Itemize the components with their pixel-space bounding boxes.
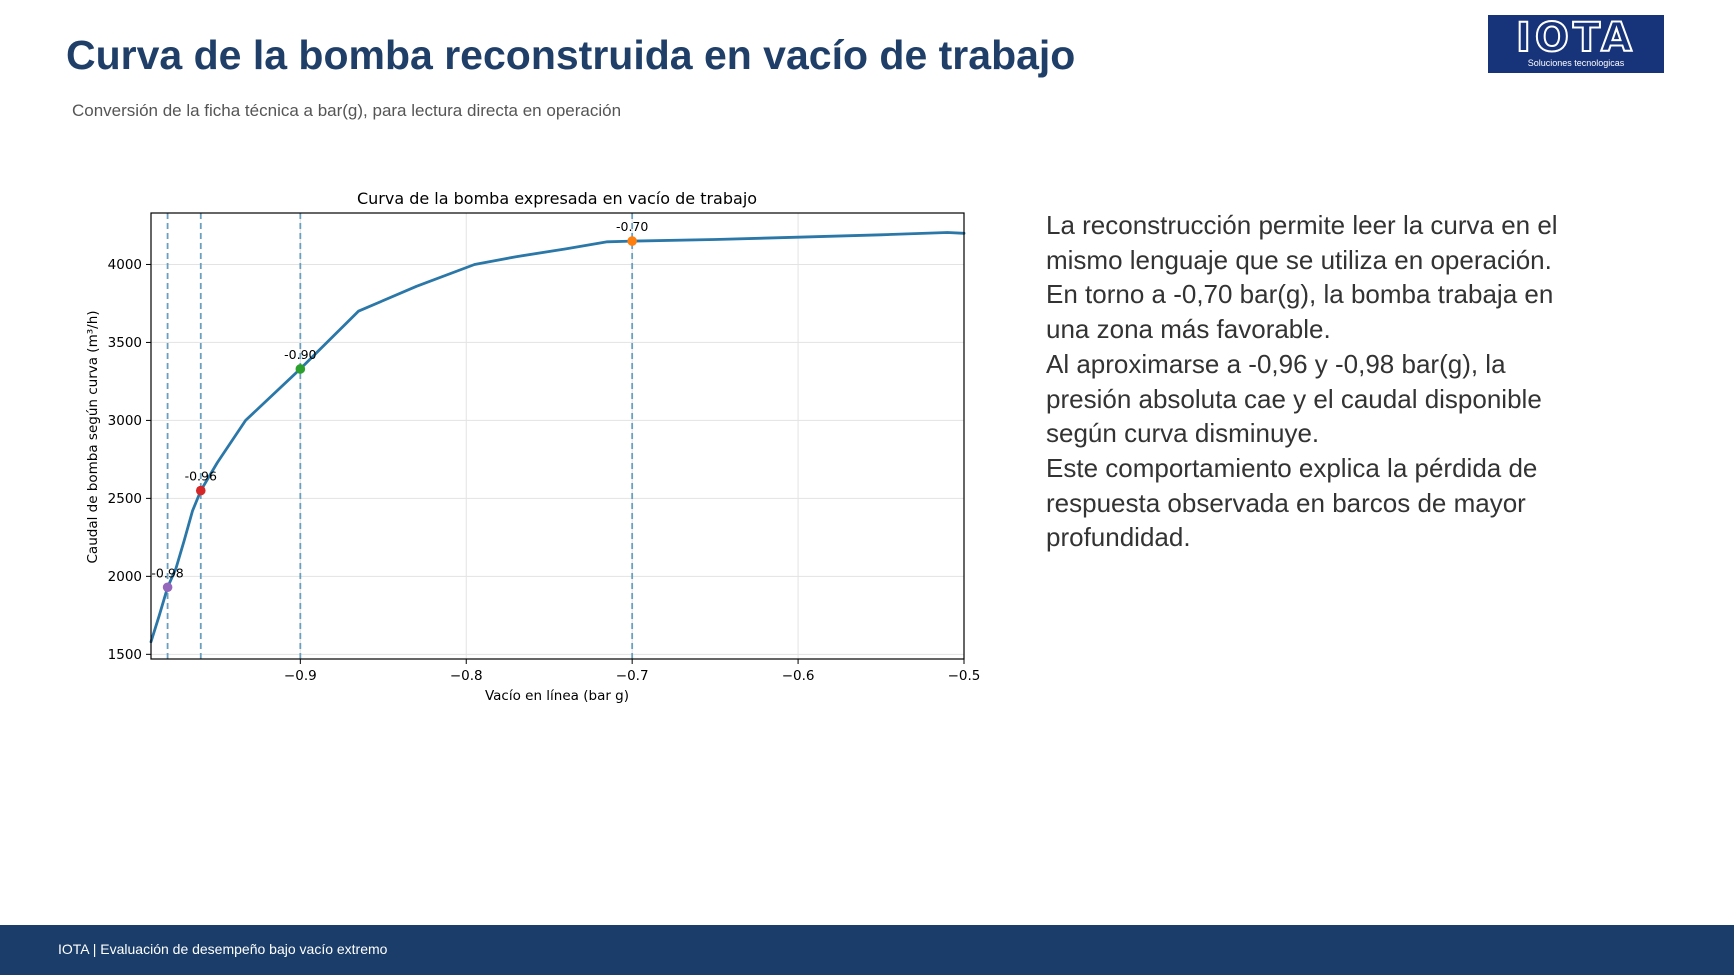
data-point xyxy=(627,236,637,246)
chart-series xyxy=(149,231,966,644)
explanation-paragraph: Al aproximarse a -0,96 y -0,98 bar(g), l… xyxy=(1046,348,1542,449)
y-tick-label: 1500 xyxy=(108,647,142,663)
chart-reference-lines xyxy=(166,213,634,659)
chart-plot-frame xyxy=(150,212,965,660)
company-logo: IOTA Soluciones tecnologicas xyxy=(1488,14,1664,73)
data-point-label: -0.98 xyxy=(151,565,183,580)
y-tick-label: 2000 xyxy=(108,569,142,585)
chart-x-axis-label: Vacío en línea (bar g) xyxy=(485,688,629,704)
chart-markers: -0.98 -0.96 -0.90 -0.70 xyxy=(151,219,648,593)
footer-bar: IOTA | Evaluación de desempeño bajo vací… xyxy=(0,925,1734,975)
page-title: Curva de la bomba reconstruida en vacío … xyxy=(66,32,1076,78)
x-tick-label: −0.5 xyxy=(948,668,981,684)
chart-grid xyxy=(151,213,965,659)
explanation-text: La reconstrucción permite leer la curva … xyxy=(1046,208,1576,555)
data-point xyxy=(195,485,206,496)
chart-y-ticks: 1500 2000 2500 3000 3500 4000 xyxy=(108,257,151,663)
explanation-paragraph: La reconstrucción permite leer la curva … xyxy=(1046,210,1558,275)
logo-wordmark: IOTA xyxy=(1515,14,1637,62)
x-tick-label: −0.7 xyxy=(616,668,649,684)
footer-text: IOTA | Evaluación de desempeño bajo vací… xyxy=(58,941,388,957)
y-tick-label: 4000 xyxy=(108,257,142,273)
data-point xyxy=(162,582,173,593)
logo-tagline: Soluciones tecnologicas xyxy=(1527,58,1625,68)
chart-canvas: -0.98-0.96-0.90-0.70 −0.9 −0.8 −0.7 −0.6 −0.… xyxy=(85,189,980,704)
page-subtitle: Conversión de la ficha técnica a bar(g),… xyxy=(72,101,622,120)
pump-curve-chart: -0.98 -0.96 -0.90 -0.70 −0.9 −0.8 −0.7 −0.6 −0.… xyxy=(70,180,990,720)
x-tick-label: −0.6 xyxy=(782,668,815,684)
y-tick-label: 3500 xyxy=(108,335,142,351)
y-tick-label: 3000 xyxy=(108,413,142,429)
explanation-paragraph: En torno a -0,70 bar(g), la bomba trabaj… xyxy=(1046,279,1554,345)
series-line xyxy=(149,231,966,644)
x-tick-label: −0.8 xyxy=(450,668,483,684)
explanation-paragraph: Este comportamiento explica la pérdida d… xyxy=(1046,452,1538,553)
chart-x-ticks: −0.9 −0.8 −0.7 −0.6 −0.5 xyxy=(284,659,980,684)
x-tick-label: −0.9 xyxy=(284,668,317,684)
data-point-label: -0.96 xyxy=(185,469,217,484)
chart-title: Curva de la bomba expresada en vacío de … xyxy=(357,189,757,208)
data-point-label: -0.70 xyxy=(616,219,648,234)
chart-y-axis-label: Caudal de bomba según curva (m³/h) xyxy=(85,310,101,563)
y-tick-label: 2500 xyxy=(108,491,142,507)
data-point xyxy=(295,364,306,374)
data-point-label: -0.90 xyxy=(284,347,316,362)
